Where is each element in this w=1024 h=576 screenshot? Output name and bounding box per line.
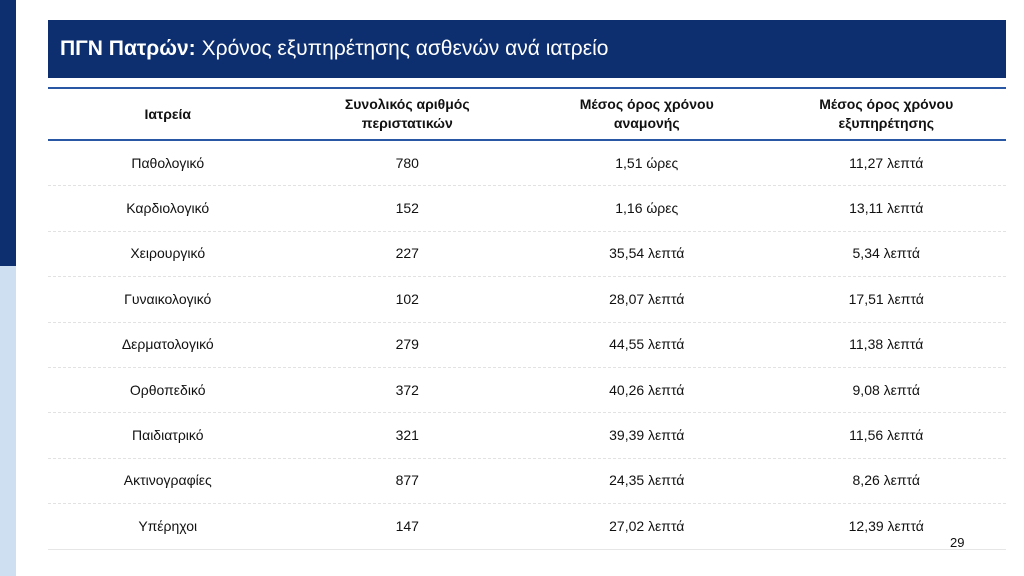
title: Χρόνος εξυπηρέτησης ασθενών ανά ιατρείο: [201, 37, 609, 60]
table-cell: Υπέρηχοι: [48, 504, 288, 548]
table-cell: 11,56 λεπτά: [767, 413, 1007, 457]
cell-text: Ορθοπεδικό: [129, 381, 206, 398]
cell-text: 44,55 λεπτά: [609, 336, 685, 353]
cell-text: 9,08 λεπτά: [852, 381, 920, 398]
cell-text: 372: [395, 381, 419, 398]
table-cell: 11,27 λεπτά: [767, 141, 1007, 185]
table-row: Γυναικολογικό 102 28,07 λεπτά 17,51 λεπτά: [48, 277, 1007, 323]
table-cell: 877: [288, 459, 528, 503]
header-row: Ιατρεία Συνολικός αριθμός περιστατικών Μέσ…: [48, 89, 1006, 141]
cell-text: 1,16 ώρες: [615, 200, 679, 217]
table-cell: Παιδιατρικό: [48, 413, 288, 457]
header-text: Ιατρεία: [144, 105, 192, 122]
cell-text: 321: [395, 427, 419, 444]
cell-text: 17,51 λεπτά: [848, 290, 924, 307]
table-cell: 102: [288, 277, 528, 321]
cell-text: 877: [395, 472, 419, 489]
header-text: Συνολικός αριθμός περιστατικών: [344, 96, 470, 131]
table-cell: Καρδιολογικό: [48, 186, 288, 230]
cell-text: 8,26 λεπτά: [852, 472, 920, 489]
cell-text: 12,39 λεπτά: [848, 517, 924, 534]
side-strip: [0, 266, 16, 576]
table-cell: 11,38 λεπτά: [767, 323, 1007, 367]
table-cell: 279: [288, 323, 528, 367]
cell-text: Καρδιολογικό: [126, 200, 210, 217]
table-cell: 9,08 λεπτά: [767, 368, 1007, 412]
table-cell: 372: [288, 368, 528, 412]
table-cell: 5,34 λεπτά: [767, 232, 1007, 276]
table-cell: 780: [288, 141, 528, 185]
side-strip: [0, 0, 16, 266]
cell-text: Παθολογικό: [131, 154, 205, 171]
cell-text: 13,11 λεπτά: [849, 200, 924, 217]
cell-text: Υπέρηχοι: [138, 517, 198, 534]
table-row: Ακτινογραφίες 877 24,35 λεπτά 8,26 λεπτά: [48, 459, 1007, 505]
table-row: Υπέρηχοι 147 27,02 λεπτά 12,39 λεπτά: [48, 504, 1007, 550]
cell-text: 11,27 λεπτά: [849, 154, 924, 171]
table-row: Δερματολογικό 279 44,55 λεπτά 11,38 λεπτά: [48, 323, 1006, 368]
table-cell: 13,11 λεπτά: [767, 186, 1007, 230]
table-cell: Δερματολογικό: [48, 323, 288, 367]
cell-text: Δερματολογικό: [121, 336, 214, 353]
table-row: Ορθοπεδικό 372 40,26 λεπτά 9,08 λεπτά: [48, 368, 1007, 414]
cell-text: Παιδιατρικό: [131, 427, 204, 444]
cell-text: Ακτινογραφίες: [123, 472, 212, 489]
cell-text: 227: [395, 245, 419, 262]
table: Ιατρεία Συνολικός αριθμός περιστατικών Μέσ…: [48, 87, 1006, 550]
header-cell: Συνολικός αριθμός περιστατικών: [288, 89, 528, 139]
cell-text: 11,38 λεπτά: [849, 336, 924, 353]
table-cell: Γυναικολογικό: [48, 277, 288, 321]
cell-text: Γυναικολογικό: [124, 290, 212, 307]
cell-text: 152: [395, 200, 419, 217]
table-cell: 27,02 λεπτά: [527, 504, 767, 548]
table-cell: 227: [288, 232, 528, 276]
header-text: Μέσος όρος χρόνου αναμονής: [579, 96, 714, 131]
table-cell: 1,51 ώρες: [527, 141, 767, 185]
title-bar: ΠΓΝ Πατρών: Χρόνος εξυπηρέτησης ασθενών …: [48, 20, 1006, 78]
table-row: Παιδιατρικό 321 39,39 λεπτά 11,56 λεπτά: [48, 413, 1007, 459]
table-cell: 1,16 ώρες: [527, 186, 767, 230]
table-cell: 17,51 λεπτά: [767, 277, 1007, 321]
cell-text: 1,51 ώρες: [615, 154, 679, 171]
cell-text: 39,39 λεπτά: [609, 427, 685, 444]
table-cell: 35,54 λεπτά: [527, 232, 767, 276]
table-cell: 40,26 λεπτά: [527, 368, 767, 412]
table-cell: 152: [288, 186, 528, 230]
table-cell: Ορθοπεδικό: [48, 368, 288, 412]
table-cell: 44,55 λεπτά: [527, 323, 767, 367]
cell-text: 11,56 λεπτά: [849, 427, 924, 444]
header-cell: Μέσος όρος χρόνου αναμονής: [527, 89, 767, 139]
table-cell: 28,07 λεπτά: [527, 277, 767, 321]
table-cell: Ακτινογραφίες: [48, 459, 288, 503]
table-cell: 12,39 λεπτά: [767, 504, 1007, 548]
table-row: Καρδιολογικό 152 1,16 ώρες 13,11 λεπτά: [48, 186, 1007, 232]
table-cell: 24,35 λεπτά: [527, 459, 767, 503]
cell-text: 40,26 λεπτά: [609, 381, 685, 398]
table-cell: Χειρουργικό: [48, 232, 288, 276]
cell-text: 27,02 λεπτά: [609, 517, 685, 534]
cell-text: 28,07 λεπτά: [609, 290, 685, 307]
page-number: 29: [950, 535, 965, 550]
table-cell: 8,26 λεπτά: [767, 459, 1007, 503]
header-cell: Ιατρεία: [48, 89, 288, 139]
cell-text: 102: [395, 290, 419, 307]
cell-text: 279: [395, 336, 419, 353]
table-cell: 321: [288, 413, 528, 457]
table-cell: 147: [288, 504, 528, 548]
table-row: Χειρουργικό 227 35,54 λεπτά 5,34 λεπτά: [48, 232, 1007, 278]
cell-text: 24,35 λεπτά: [609, 472, 685, 489]
table-row: Παθολογικό 780 1,51 ώρες 11,27 λεπτά: [48, 141, 1007, 187]
header-text: Μέσος όρος χρόνου εξυπηρέτησης: [819, 96, 954, 131]
table-cell: 39,39 λεπτά: [527, 413, 767, 457]
cell-text: Χειρουργικό: [130, 245, 206, 262]
cell-text: 780: [395, 154, 419, 171]
header-cell: Μέσος όρος χρόνου εξυπηρέτησης: [767, 89, 1007, 139]
cell-text: 147: [395, 517, 419, 534]
cell-text: 35,54 λεπτά: [609, 245, 685, 262]
cell-text: 5,34 λεπτά: [852, 245, 920, 262]
title-bold: ΠΓΝ Πατρών:: [60, 37, 196, 60]
table-cell: Παθολογικό: [48, 141, 288, 185]
